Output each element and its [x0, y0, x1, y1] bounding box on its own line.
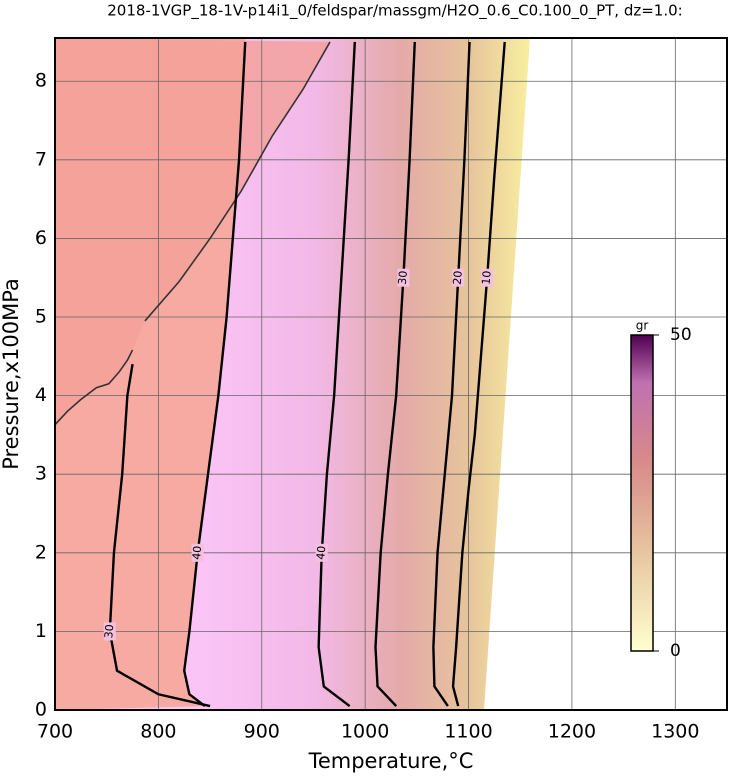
x-tick-label: 700: [37, 721, 73, 743]
contour-label-bg: [481, 268, 494, 287]
contour-line: [374, 41, 416, 707]
phase-boundary: [144, 41, 331, 322]
x-tick-label: 1100: [444, 721, 492, 743]
contour-label: 20: [451, 270, 465, 285]
colorbar-tick-label: 50: [670, 325, 692, 345]
y-tick-label: 4: [35, 384, 47, 406]
contour-line: [183, 41, 247, 708]
region-high: [55, 38, 331, 425]
y-tick-label: 3: [35, 463, 47, 485]
colorbar-label: gr: [636, 319, 649, 333]
x-tick-label: 1200: [548, 721, 596, 743]
contour-line: [108, 363, 211, 708]
x-axis-label: Temperature,°C: [308, 749, 474, 773]
x-tick-label: 800: [140, 721, 176, 743]
x-tick-label: 1000: [341, 721, 389, 743]
contour-line: [432, 41, 471, 707]
contour-label-bg: [397, 268, 410, 287]
x-tick-label: 1300: [651, 721, 699, 743]
colorbar: [630, 334, 654, 652]
y-axis-label: Pressure,x100MPa: [0, 278, 23, 470]
colorbar-tick-label: 0: [670, 641, 681, 661]
y-tick-label: 2: [35, 541, 47, 563]
y-tick-label: 7: [35, 148, 47, 170]
contour-line: [317, 41, 357, 708]
contour-label: 30: [396, 270, 410, 285]
contour-label: 40: [314, 545, 328, 560]
contour-line: [451, 41, 506, 707]
frame: [54, 37, 728, 711]
contour-label: 30: [102, 624, 116, 639]
y-tick-label: 6: [35, 227, 47, 249]
contour-label: 40: [190, 545, 204, 560]
contour-label: 10: [480, 270, 494, 285]
y-tick-label: 0: [35, 699, 47, 721]
phase-boundary: [54, 349, 134, 426]
chart-title: 2018-1VGP_18-1V-p14i1_0/feldspar/massgm/…: [107, 2, 682, 21]
contour-label-bg: [191, 543, 204, 562]
contour-label-bg: [103, 622, 116, 641]
y-tick-label: 8: [35, 70, 47, 92]
y-tick-label: 1: [35, 620, 47, 642]
contour-label-bg: [452, 268, 465, 287]
contour-label-bg: [315, 543, 328, 562]
y-tick-label: 5: [35, 306, 47, 328]
x-tick-label: 900: [244, 721, 280, 743]
